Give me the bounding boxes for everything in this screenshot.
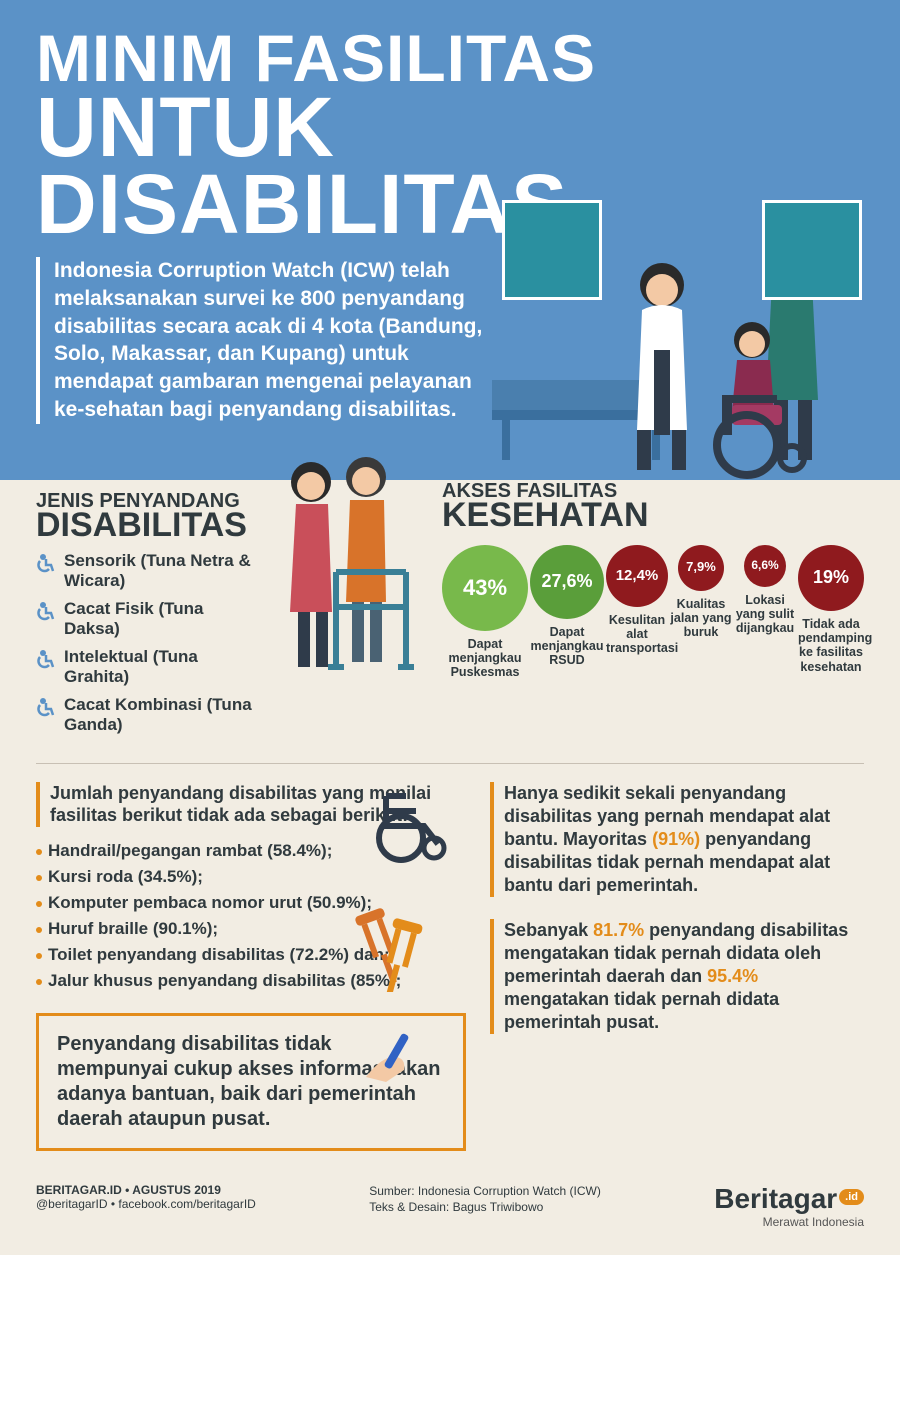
access-heading: AKSES FASILITAS KESEHATAN xyxy=(442,482,864,531)
wheelchair-icon xyxy=(36,697,56,717)
wheelchair-icon xyxy=(366,776,456,866)
bubble-value: 7,9% xyxy=(678,545,724,591)
bubble-value: 43% xyxy=(442,545,528,631)
bubble-label: Lokasi yang sulit dijangkau xyxy=(734,593,796,636)
disability-types-list: Sensorik (Tuna Netra & Wicara) Cacat Fis… xyxy=(36,551,256,735)
facilities-column: Jumlah penyandang disabilitas yang menil… xyxy=(36,782,466,1151)
bubble-item: 6,6% Lokasi yang sulit dijangkau xyxy=(734,545,796,636)
bubble-label: Kesulitan alat transportasi xyxy=(606,613,668,656)
walker-illustration xyxy=(256,432,436,682)
bubble-value: 12,4% xyxy=(606,545,668,607)
brand-logo: Beritagar.id Merawat Indonesia xyxy=(714,1183,864,1229)
infographic-page: MINIM FASILITAS UNTUK DISABILITAS Indone… xyxy=(0,0,900,1255)
hero-section: MINIM FASILITAS UNTUK DISABILITAS Indone… xyxy=(0,0,900,480)
types-heading: JENIS PENYANDANG DISABILITAS xyxy=(36,492,256,541)
bubble-item: 27,6% Dapat menjangkau RSUD xyxy=(530,545,604,668)
facility-item: Kursi roda (34.5%); xyxy=(36,867,466,887)
disability-types-panel: JENIS PENYANDANG DISABILITAS Sensorik (T… xyxy=(36,492,256,735)
hero-illustration xyxy=(492,200,872,480)
crutches-icon xyxy=(336,902,426,992)
bubble-label: Tidak ada pendamping ke fasilitas keseha… xyxy=(798,617,864,675)
bubble-chart: 43% Dapat menjangkau Puskesmas27,6% Dapat … xyxy=(442,545,864,680)
type-item: Intelektual (Tuna Grahita) xyxy=(36,647,256,687)
type-item: Cacat Kombinasi (Tuna Ganda) xyxy=(36,695,256,735)
blurb-data: Sebanyak 81.7% penyandang disabilitas me… xyxy=(490,919,864,1034)
bubble-label: Dapat menjangkau Puskesmas xyxy=(442,637,528,680)
lower-section: Jumlah penyandang disabilitas yang menil… xyxy=(0,753,900,1165)
wheelchair-icon xyxy=(36,649,56,669)
wheelchair-icon xyxy=(36,553,56,573)
type-item: Sensorik (Tuna Netra & Wicara) xyxy=(36,551,256,591)
footer: BERITAGAR.ID • AGUSTUS 2019 @beritagarID… xyxy=(0,1165,900,1255)
bubble-value: 19% xyxy=(798,545,864,611)
blurb-aid: Hanya sedikit sekali penyandang disabili… xyxy=(490,782,864,897)
bubble-label: Dapat menjangkau RSUD xyxy=(530,625,604,668)
bubble-item: 19% Tidak ada pendamping ke fasilitas kes… xyxy=(798,545,864,675)
bubble-item: 7,9% Kualitas jalan yang buruk xyxy=(670,545,732,640)
footer-center: Sumber: Indonesia Corruption Watch (ICW)… xyxy=(369,1183,601,1217)
wheelchair-icon xyxy=(36,601,56,621)
footer-left: BERITAGAR.ID • AGUSTUS 2019 @beritagarID… xyxy=(36,1183,256,1211)
window-icon xyxy=(762,200,862,300)
bubble-label: Kualitas jalan yang buruk xyxy=(670,597,732,640)
window-icon xyxy=(502,200,602,300)
bubble-item: 43% Dapat menjangkau Puskesmas xyxy=(442,545,528,680)
writing-hand-icon xyxy=(356,1022,426,1092)
health-access-panel: AKSES FASILITAS KESEHATAN 43%Dapat menja… xyxy=(436,492,864,735)
intro-paragraph: Indonesia Corruption Watch (ICW) telah m… xyxy=(36,257,496,423)
mid-section: JENIS PENYANDANG DISABILITAS Sensorik (T… xyxy=(0,480,900,753)
bubble-value: 27,6% xyxy=(530,545,604,619)
type-item: Cacat Fisik (Tuna Daksa) xyxy=(36,599,256,639)
stats-column: Hanya sedikit sekali penyandang disabili… xyxy=(490,782,864,1151)
bubble-item: 12,4% Kesulitan alat transportasi xyxy=(606,545,668,656)
bubble-value: 6,6% xyxy=(744,545,786,587)
